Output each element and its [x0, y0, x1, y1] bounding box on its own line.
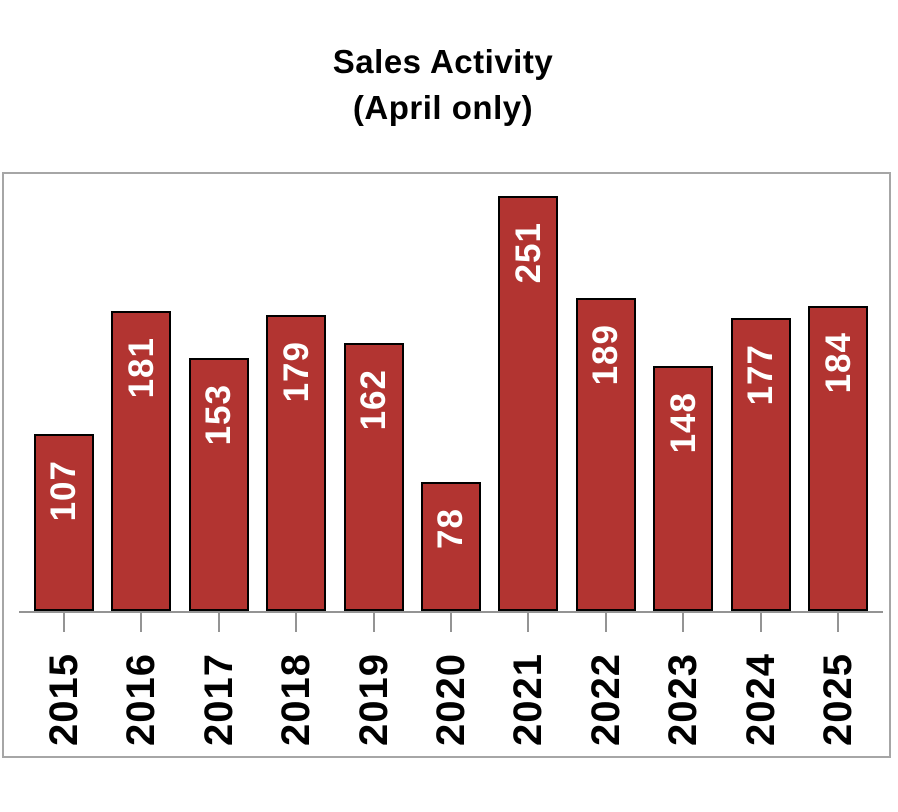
- bar-value-label: 177: [741, 344, 781, 406]
- plot-frame: 107 181 153 179 162 78 251 189 148 177 184 2015 201…: [2, 172, 891, 758]
- chart-title-line2: (April only): [352, 89, 534, 126]
- x-axis-tick: [527, 613, 530, 632]
- x-axis-label-2023: 2023: [661, 653, 706, 746]
- bar-2025: 184: [808, 306, 869, 611]
- x-axis-slot: 2023: [645, 611, 722, 756]
- bar-value-label: 184: [818, 332, 858, 394]
- bar-slot: 107: [25, 174, 102, 611]
- x-axis-slot: 2019: [335, 611, 412, 756]
- bar-2021: 251: [498, 196, 559, 611]
- bar-value-label: 148: [663, 392, 703, 454]
- x-axis-slot: 2022: [567, 611, 644, 756]
- bars-row: 107 181 153 179 162 78 251 189 148 177 184: [4, 174, 889, 611]
- chart-title: Sales Activity (April only): [0, 39, 886, 131]
- x-axis: 2015 2016 2017 2018 2019 2020 2021 2022 2023 2024…: [4, 611, 889, 756]
- bar-2022: 189: [575, 298, 636, 611]
- x-axis-slot: 2016: [102, 611, 179, 756]
- bar-value-label: 107: [44, 460, 84, 522]
- bar-value-label: 162: [354, 369, 394, 431]
- x-axis-slot: 2021: [490, 611, 567, 756]
- x-axis-tick: [682, 613, 685, 632]
- x-axis-slot: 2018: [257, 611, 334, 756]
- bar-slot: 153: [180, 174, 257, 611]
- bar-slot: 179: [257, 174, 334, 611]
- x-axis-label-2016: 2016: [119, 653, 164, 746]
- x-axis-tick: [62, 613, 65, 632]
- x-axis-tick: [295, 613, 298, 632]
- bar-value-label: 181: [121, 337, 161, 399]
- x-axis-slots: 2015 2016 2017 2018 2019 2020 2021 2022 2023 2024…: [4, 611, 889, 756]
- x-axis-slot: 2017: [180, 611, 257, 756]
- bar-2024: 177: [730, 318, 791, 611]
- bar-slot: 184: [800, 174, 877, 611]
- bar-slot: 148: [645, 174, 722, 611]
- bar-value-label: 179: [276, 341, 316, 403]
- x-axis-slot: 2024: [722, 611, 799, 756]
- x-axis-label-2020: 2020: [428, 653, 473, 746]
- bar-2016: 181: [111, 311, 172, 611]
- bar-slot: 181: [102, 174, 179, 611]
- x-axis-label-2015: 2015: [41, 653, 86, 746]
- x-axis-tick: [759, 613, 762, 632]
- bar-value-label: 251: [508, 222, 548, 284]
- x-axis-label-2021: 2021: [506, 653, 551, 746]
- bar-value-label: 78: [431, 508, 471, 549]
- x-axis-tick: [604, 613, 607, 632]
- x-axis-slot: 2020: [412, 611, 489, 756]
- bar-slot: 189: [567, 174, 644, 611]
- bar-2015: 107: [33, 434, 94, 611]
- bar-2019: 162: [343, 343, 404, 611]
- bar-2017: 153: [188, 358, 249, 611]
- x-axis-slot: 2015: [25, 611, 102, 756]
- x-axis-line: [19, 611, 883, 613]
- x-axis-label-2025: 2025: [816, 653, 861, 746]
- x-axis-label-2024: 2024: [738, 653, 783, 746]
- x-axis-tick: [837, 613, 840, 632]
- bar-slot: 78: [412, 174, 489, 611]
- x-axis-label-2019: 2019: [351, 653, 396, 746]
- bar-value-label: 189: [586, 324, 626, 386]
- x-axis-tick: [140, 613, 143, 632]
- x-axis-label-2018: 2018: [274, 653, 319, 746]
- x-axis-label-2017: 2017: [196, 653, 241, 746]
- bar-value-label: 153: [199, 384, 239, 446]
- x-axis-slot: 2025: [800, 611, 877, 756]
- bar-2023: 148: [653, 366, 714, 611]
- x-axis-label-2022: 2022: [583, 653, 628, 746]
- bar-2020: 78: [420, 482, 481, 611]
- x-axis-tick: [217, 613, 220, 632]
- bar-2018: 179: [266, 315, 327, 611]
- bar-slot: 162: [335, 174, 412, 611]
- x-axis-tick: [372, 613, 375, 632]
- chart-title-line1: Sales Activity: [332, 43, 554, 80]
- x-axis-tick: [449, 613, 452, 632]
- bar-slot: 177: [722, 174, 799, 611]
- bar-slot: 251: [490, 174, 567, 611]
